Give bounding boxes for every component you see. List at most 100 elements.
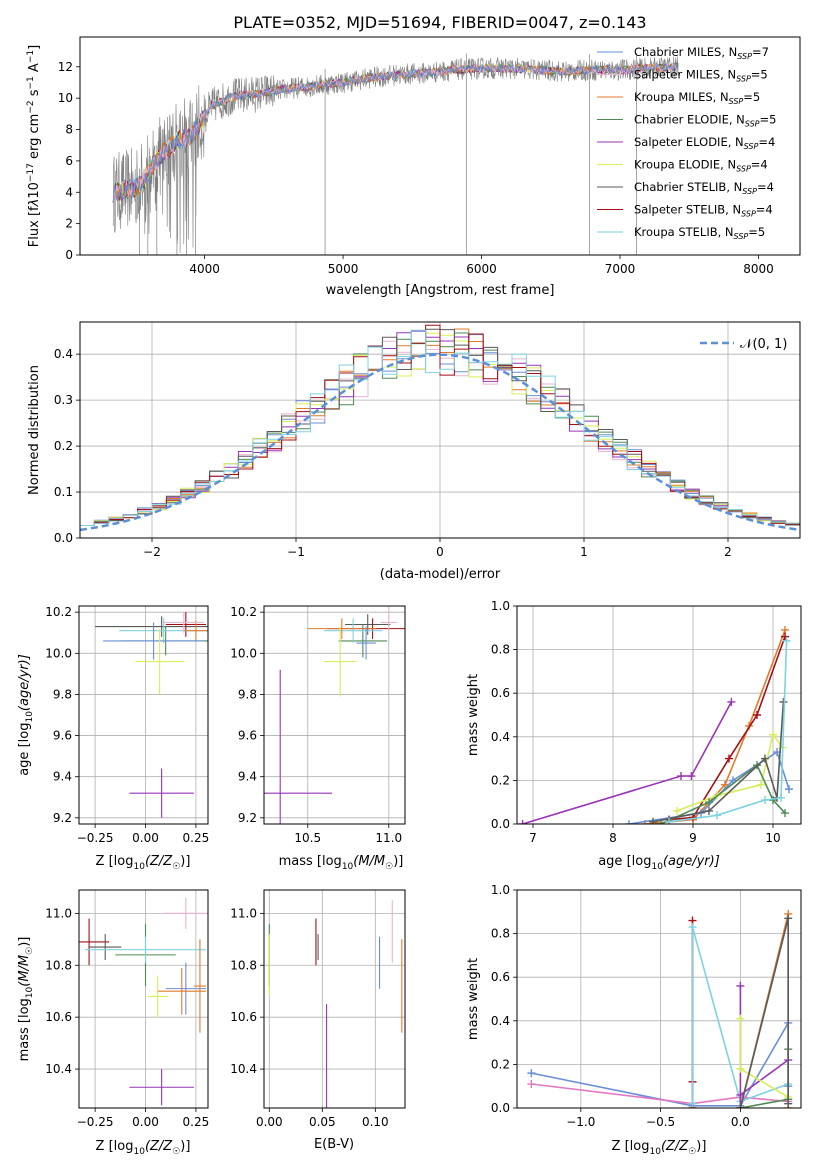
spectrum-legend: Chabrier MILES, NSSP=7 Salpeter MILES, NS… (597, 45, 776, 241)
mass-z-ylabel: mass [log10(M/M☉)] (17, 937, 35, 1062)
y-tick-label: 1.0 (491, 883, 510, 897)
weight-age-ticks: 7 8 9 10 0.0 0.2 0.4 0.6 0.8 1.0 (491, 599, 781, 845)
weight-age-xlabel: age [log10(age/yr)] (598, 854, 720, 872)
x-tick-label: −0.25 (77, 1115, 114, 1129)
weight-marker (753, 711, 761, 719)
spectrum-panel: PLATE=0352, MJD=51694, FIBERID=0047, z=0… (26, 13, 801, 298)
age-z-panel: −0.25 0.00 0.25 9.2 9.4 9.6 9.8 10.0 10.2 Z [log… (17, 605, 209, 872)
y-tick-label: 10.0 (45, 646, 72, 660)
mass-z-xlabel: Z [log10(Z/Z☉)] (96, 1139, 191, 1157)
spectrum-ylabel: Flux [fλ10−17 erg cm−2 s−1 A−1] (26, 45, 42, 247)
data-point (307, 618, 376, 639)
mass-ebv-plot-area (264, 890, 405, 1108)
x-tick-label: 0.00 (132, 831, 159, 845)
y-tick-label: 0 (65, 248, 73, 262)
data-point (264, 669, 333, 824)
x-tick-label: −0.25 (77, 831, 114, 845)
weight_age-series (518, 625, 793, 824)
y-tick-label: 0.2 (54, 439, 73, 453)
legend-label-chabrier_elodie: Chabrier ELODIE, NSSP=5 (634, 113, 776, 129)
weight-line-salpeter_elodie (522, 701, 733, 824)
weight-age-panel: 7 8 9 10 0.0 0.2 0.4 0.6 0.8 1.0 age [log10(age/y… (466, 599, 802, 872)
weight-marker (781, 809, 789, 818)
weight-marker (761, 796, 769, 805)
x-tick-label: 9 (689, 831, 697, 845)
x-tick-label: 7 (529, 831, 537, 845)
y-tick-label: 0.8 (491, 643, 510, 657)
y-tick-label: 8 (65, 123, 73, 137)
weight-z-ticks: −1.0 −0.5 0.0 0.0 0.2 0.4 0.6 0.8 1.0 (491, 883, 750, 1129)
legend-label-kroupa_elodie: Kroupa ELODIE, NSSP=4 (634, 158, 768, 174)
y-tick-label: 10.6 (230, 1010, 257, 1024)
normal-distribution-curve (80, 353, 800, 532)
y-tick-label: 9.8 (53, 687, 72, 701)
data-point (157, 967, 206, 1015)
data-point (323, 618, 383, 644)
residuals-panel: −2 −1 0 1 2 0.0 0.1 0.2 0.3 0.4 (data-model)/erro… (27, 321, 801, 582)
y-tick-label: 9.2 (53, 811, 72, 825)
weight-marker (705, 798, 713, 807)
age-z-plot-area (79, 606, 208, 824)
y-tick-label: 6 (65, 154, 73, 168)
x-tick-label: 5000 (328, 262, 359, 276)
data-point (95, 616, 208, 637)
data-point (89, 934, 122, 961)
weight-marker (736, 1014, 745, 1023)
weight-marker (649, 817, 657, 824)
age-mass-frame (263, 605, 406, 825)
spectrum-title: PLATE=0352, MJD=51694, FIBERID=0047, z=0… (233, 13, 646, 32)
residual-histograms (80, 324, 800, 532)
weight-marker (688, 923, 697, 932)
weight-age-frame (516, 605, 802, 825)
y-tick-label: 0.0 (491, 1101, 510, 1115)
residuals-ylabel: Normed distribution (27, 365, 42, 495)
y-tick-label: 0.6 (491, 970, 510, 984)
weight_z-series (527, 909, 793, 1108)
y-tick-label: 2 (65, 217, 73, 231)
x-tick-label: 0.00 (256, 1115, 283, 1129)
mass-ebv-panel: 0.00 0.05 0.10 10.4 10.6 10.8 11.0 E(B-V) (230, 889, 406, 1152)
residuals-legend: 𝒩(0, 1) (700, 337, 787, 352)
model-spectrum-chabrier_miles (112, 62, 679, 203)
y-tick-label: 10.8 (45, 958, 72, 972)
y-tick-label: 9.6 (53, 729, 72, 743)
y-tick-label: 9.4 (238, 770, 257, 784)
x-tick-label: −1.0 (566, 1115, 595, 1129)
weight-marker (657, 820, 665, 824)
x-tick-label: 0.25 (183, 1115, 210, 1129)
weight-marker (713, 811, 721, 820)
mass-z-plot-area (79, 890, 208, 1108)
x-tick-label: 0.10 (362, 1115, 389, 1129)
weight-marker (736, 1104, 745, 1108)
y-tick-label: 10.4 (230, 1062, 257, 1076)
y-tick-label: 0.4 (491, 1014, 510, 1028)
data-point (79, 918, 110, 966)
mass_ebv-points (268, 900, 403, 1108)
mass-ebv-xlabel: E(B-V) (314, 1137, 354, 1152)
y-tick-label: 0.0 (491, 817, 510, 831)
data-point (183, 620, 208, 641)
weight-marker (705, 806, 713, 815)
x-tick-label: 8000 (743, 262, 774, 276)
legend-label-kroupa_stelib: Kroupa STELIB, NSSP=5 (634, 225, 765, 241)
weight-z-ylabel: mass weight (466, 958, 481, 1040)
x-tick-label: 0 (436, 545, 444, 559)
legend-label-chabrier_stelib: Chabrier STELIB, NSSP=4 (634, 180, 774, 196)
data-point (356, 626, 376, 660)
x-tick-label: 0.00 (132, 1115, 159, 1129)
y-tick-label: 9.2 (238, 811, 257, 825)
mass-z-frame (78, 889, 209, 1109)
age-mass-xlabel: mass [log10(M/M☉)] (279, 854, 404, 872)
spectrum-ticks: 4000 5000 6000 7000 8000 0 2 4 6 8 10 12 (58, 60, 774, 276)
y-tick-label: 9.6 (238, 729, 257, 743)
x-tick-label: 0.0 (731, 1115, 750, 1129)
weight-marker (784, 1099, 793, 1108)
spectrum-curves (112, 53, 679, 255)
legend-label-salpeter_miles: Salpeter MILES, NSSP=5 (634, 68, 768, 84)
x-tick-label: 4000 (189, 262, 220, 276)
data-point (165, 962, 206, 1015)
data-point (163, 897, 208, 929)
weight-marker (677, 772, 685, 781)
data-point (129, 768, 194, 818)
weight-marker (625, 820, 633, 824)
